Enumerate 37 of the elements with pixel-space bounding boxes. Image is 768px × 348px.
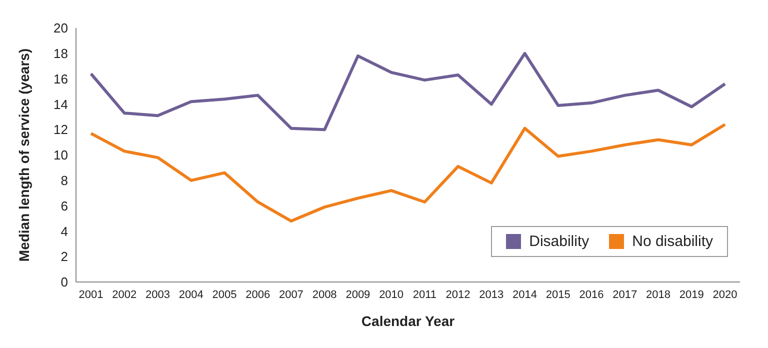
y-tick-label: 20 [54, 20, 68, 36]
x-tick-label: 2018 [646, 288, 671, 301]
line-series [90, 52, 726, 132]
y-tick-label: 6 [60, 198, 68, 214]
x-tick-label: 2009 [346, 288, 370, 301]
x-tick-label: 2020 [712, 288, 738, 301]
x-tick-label: 2010 [379, 288, 404, 301]
y-tick-label: 12 [54, 122, 68, 138]
legend-label: No disability [632, 233, 713, 250]
x-tick-label: 2013 [479, 288, 504, 301]
x-tick-label: 2012 [446, 288, 470, 301]
y-tick-label: 10 [54, 148, 68, 163]
x-tick-label: 2006 [246, 288, 270, 301]
y-tick-label: 0 [60, 274, 68, 290]
y-tick-label: 2 [60, 249, 68, 264]
y-tick-label: 14 [54, 96, 68, 112]
y-tick-label: 8 [60, 173, 68, 188]
x-tick-label: 2016 [579, 288, 604, 301]
x-tick-label: 2015 [546, 288, 570, 301]
x-axis-title: Calendar Year [361, 313, 456, 329]
x-tick-label: 2014 [512, 288, 538, 301]
line-series [90, 123, 726, 223]
x-tick-label: 2003 [145, 288, 170, 301]
x-tick-label: 2004 [178, 288, 204, 301]
x-tick-label: 2007 [278, 288, 304, 301]
y-tick-label: 4 [60, 224, 68, 239]
x-tick-label: 2008 [312, 288, 337, 301]
x-tick-label: 2017 [612, 288, 638, 301]
y-tick-label: 18 [54, 46, 68, 62]
x-tick-label: 2019 [679, 288, 704, 301]
x-tick-label: 2005 [212, 288, 237, 301]
y-tick-label: 16 [54, 71, 68, 86]
x-tick-label: 2001 [78, 288, 104, 301]
x-tick-label: 2002 [112, 288, 137, 301]
y-axis-title: Median length of service (years) [16, 48, 32, 262]
x-tick-label: 2011 [412, 288, 437, 301]
legend-label: Disability [529, 233, 590, 250]
